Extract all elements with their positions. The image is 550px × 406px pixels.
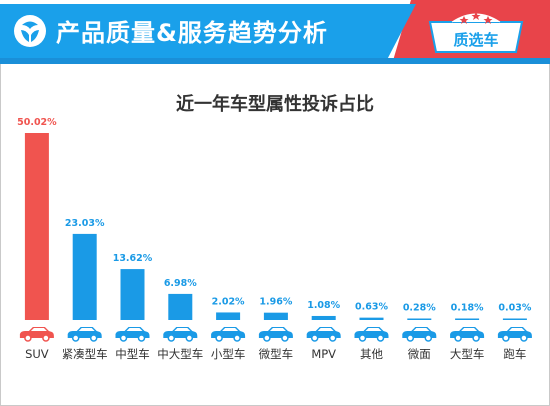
category-label-1: 紧凑型车 xyxy=(62,347,108,361)
category-label-0: SUV xyxy=(25,347,49,361)
chart-title: 近一年车型属性投诉占比 xyxy=(176,94,374,115)
brand-logo-icon xyxy=(14,15,46,47)
bar-3 xyxy=(168,293,193,320)
header-banner: 产品质量&服务趋势分析 质选车 xyxy=(0,0,550,64)
category-label-9: 大型车 xyxy=(450,347,485,361)
bar-2 xyxy=(120,269,145,320)
value-label-5: 1.96% xyxy=(259,297,292,308)
category-label-6: MPV xyxy=(311,347,336,361)
other-car-icon xyxy=(354,327,389,342)
large-car-icon xyxy=(450,327,485,342)
quality-badge: 质选车 xyxy=(424,8,528,56)
value-label-7: 0.63% xyxy=(355,302,388,313)
value-label-4: 2.02% xyxy=(212,296,245,307)
value-label-2: 13.62% xyxy=(113,253,153,264)
category-label-8: 微面 xyxy=(408,347,431,361)
header-blue-panel xyxy=(0,4,416,60)
bar-0 xyxy=(24,133,49,320)
small-car-icon xyxy=(211,327,246,342)
bar-9 xyxy=(455,318,480,320)
value-label-1: 23.03% xyxy=(65,218,105,229)
badge-label: 质选车 xyxy=(453,31,499,49)
badge-shield-icon xyxy=(428,12,524,53)
compact-car-icon xyxy=(67,327,102,342)
large-midsize-car-icon xyxy=(163,327,198,342)
category-label-2: 中型车 xyxy=(115,347,150,361)
header-title: 产品质量&服务趋势分析 xyxy=(56,19,328,47)
value-label-0: 50.02% xyxy=(17,117,57,128)
category-label-4: 小型车 xyxy=(211,347,246,361)
value-label-8: 0.28% xyxy=(403,303,436,314)
value-label-9: 0.18% xyxy=(451,303,484,314)
header-stripe xyxy=(0,58,550,64)
mini-car-icon xyxy=(258,327,293,342)
bar-4 xyxy=(216,312,241,320)
bar-5 xyxy=(263,312,288,320)
minivan-icon xyxy=(402,327,437,342)
suv-icon xyxy=(19,327,54,342)
bar-10 xyxy=(502,318,527,320)
category-label-7: 其他 xyxy=(360,347,383,361)
category-label-5: 微型车 xyxy=(259,347,294,361)
value-label-6: 1.08% xyxy=(307,300,340,311)
bar-7 xyxy=(359,317,384,320)
mpv-icon xyxy=(306,327,341,342)
midsize-car-icon xyxy=(115,327,150,342)
bar-8 xyxy=(407,318,432,320)
value-label-3: 6.98% xyxy=(164,278,197,289)
sports-car-icon xyxy=(497,327,532,342)
category-label-10: 跑车 xyxy=(503,347,526,361)
bar-6 xyxy=(311,315,336,320)
category-label-3: 中大型车 xyxy=(157,347,203,361)
value-label-10: 0.03% xyxy=(498,303,531,314)
bar-1 xyxy=(72,233,97,320)
